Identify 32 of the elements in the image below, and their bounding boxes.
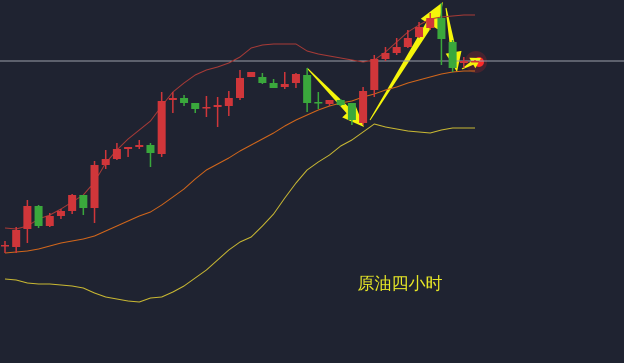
candlestick [415, 21, 424, 39]
candlestick [191, 102, 200, 114]
candlestick [23, 199, 32, 244]
candlestick [404, 29, 412, 49]
candlestick [426, 12, 434, 31]
candlestick [79, 194, 88, 216]
candlestick [180, 94, 188, 107]
candlestick [102, 149, 110, 170]
candlestick [314, 91, 322, 110]
candlestick [1, 240, 9, 254]
candlestick [292, 72, 300, 89]
candlestick [34, 204, 43, 229]
candlestick [392, 37, 401, 56]
candlestick [56, 208, 65, 220]
candlestick [202, 95, 210, 118]
candlestick [168, 91, 177, 114]
candlestick [12, 226, 20, 254]
candlestick [124, 146, 132, 158]
candlestick [348, 102, 356, 126]
candlestick [146, 142, 154, 168]
text: 原油四小时 [358, 274, 442, 294]
candlestick [460, 56, 468, 69]
candlestick [224, 90, 233, 117]
candlestick [214, 96, 222, 128]
candlestick [236, 69, 244, 101]
candlestick [381, 46, 390, 62]
candlestick [46, 212, 54, 228]
candlestick [437, 2, 446, 66]
candlestick [258, 72, 266, 85]
candlestick [112, 142, 121, 161]
candlestick [280, 71, 289, 90]
candlestick [68, 193, 76, 215]
